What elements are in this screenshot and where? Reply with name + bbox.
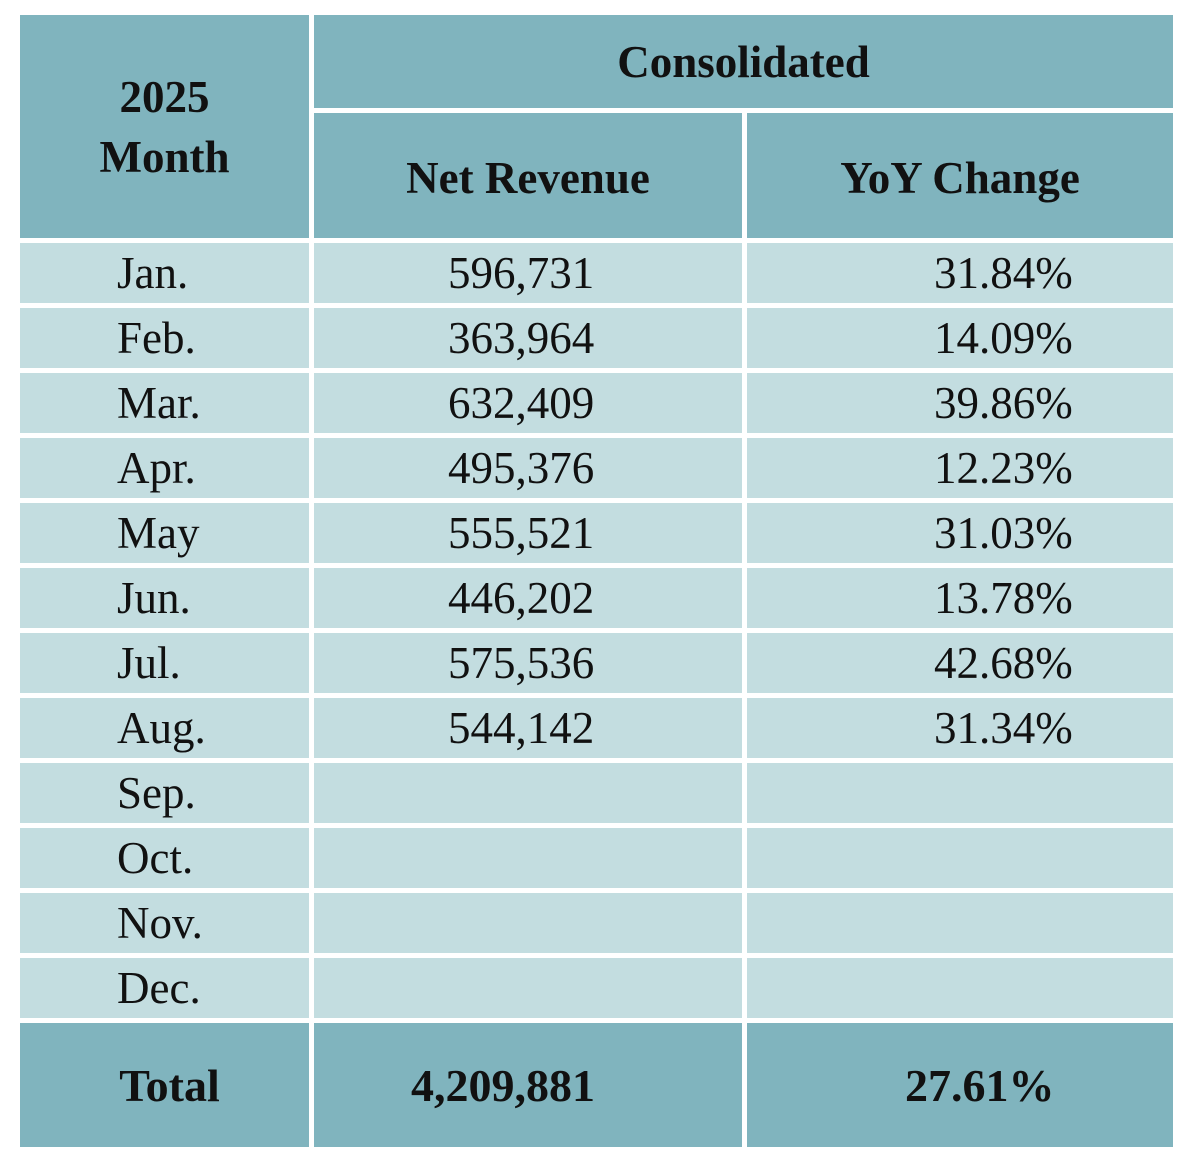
net-revenue-value: 446,202 (448, 573, 595, 623)
month-label: Nov. (117, 898, 203, 948)
total-label-cell: Total (20, 1023, 309, 1147)
total-label: Total (119, 1059, 220, 1111)
month-label: Apr. (117, 443, 196, 493)
net-revenue-value: 575,536 (448, 638, 595, 688)
net-revenue-value-cell: 596,731 (314, 243, 742, 303)
month-label: Dec. (117, 963, 201, 1013)
net-revenue-value: 495,376 (448, 443, 595, 493)
month-label: May (117, 508, 200, 558)
month-label-cell: Nov. (20, 893, 309, 953)
total-yoy: 27.61% (905, 1059, 1055, 1111)
month-label-cell: Apr. (20, 438, 309, 498)
yoy-change-value-cell (747, 958, 1173, 1018)
month-label-cell: Dec. (20, 958, 309, 1018)
yoy-change-value: 12.23% (934, 443, 1073, 493)
yoy-change-value-cell: 39.86% (747, 373, 1173, 433)
header-consolidated: Consolidated (314, 15, 1173, 108)
yoy-change-value: 39.86% (934, 378, 1073, 428)
net-revenue-value-cell: 544,142 (314, 698, 742, 758)
month-label: Jun. (117, 573, 191, 623)
net-revenue-value-cell: 446,202 (314, 568, 742, 628)
month-label-cell: Jan. (20, 243, 309, 303)
month-label: Jul. (117, 638, 181, 688)
net-revenue-value-cell: 632,409 (314, 373, 742, 433)
yoy-change-value: 31.34% (934, 703, 1073, 753)
month-label-cell: Jul. (20, 633, 309, 693)
yoy-change-value-cell: 13.78% (747, 568, 1173, 628)
month-label-cell: Oct. (20, 828, 309, 888)
net-revenue-value: 596,731 (448, 248, 595, 298)
net-revenue-value: 632,409 (448, 378, 595, 428)
yoy-change-value: 31.03% (934, 508, 1073, 558)
month-label-cell: May (20, 503, 309, 563)
month-label: Aug. (117, 703, 206, 753)
yoy-change-value: 31.84% (934, 248, 1073, 298)
month-label-cell: Jun. (20, 568, 309, 628)
net-revenue-value-cell: 363,964 (314, 308, 742, 368)
header-consolidated-label: Consolidated (617, 36, 870, 87)
net-revenue-value-cell: 495,376 (314, 438, 742, 498)
month-label: Feb. (117, 313, 196, 363)
yoy-change-value-cell: 31.03% (747, 503, 1173, 563)
yoy-change-value: 14.09% (934, 313, 1073, 363)
net-revenue-value: 544,142 (448, 703, 595, 753)
month-label: Sep. (117, 768, 196, 818)
month-label: Jan. (117, 248, 189, 298)
header-yoy-change-label: YoY Change (840, 152, 1080, 203)
month-label: Oct. (117, 833, 194, 883)
net-revenue-value-cell (314, 893, 742, 953)
total-revenue: 4,209,881 (411, 1059, 595, 1111)
yoy-change-value-cell: 31.84% (747, 243, 1173, 303)
month-label-cell: Mar. (20, 373, 309, 433)
header-yoy-change: YoY Change (747, 113, 1173, 238)
yoy-change-value: 42.68% (934, 638, 1073, 688)
yoy-change-value: 13.78% (934, 573, 1073, 623)
yoy-change-value-cell (747, 893, 1173, 953)
month-label-cell: Feb. (20, 308, 309, 368)
yoy-change-value-cell (747, 828, 1173, 888)
yoy-change-value-cell: 14.09% (747, 308, 1173, 368)
net-revenue-value-cell: 575,536 (314, 633, 742, 693)
header-year: 2025 (119, 71, 210, 122)
month-label-cell: Aug. (20, 698, 309, 758)
yoy-change-value-cell: 12.23% (747, 438, 1173, 498)
net-revenue-value-cell (314, 958, 742, 1018)
net-revenue-value-cell (314, 828, 742, 888)
total-revenue-cell: 4,209,881 (314, 1023, 742, 1147)
net-revenue-value-cell: 555,521 (314, 503, 742, 563)
yoy-change-value-cell: 31.34% (747, 698, 1173, 758)
total-yoy-cell: 27.61% (747, 1023, 1173, 1147)
header-net-revenue: Net Revenue (314, 113, 742, 238)
yoy-change-value-cell: 42.68% (747, 633, 1173, 693)
net-revenue-value-cell (314, 763, 742, 823)
header-net-revenue-label: Net Revenue (406, 152, 650, 203)
net-revenue-value: 555,521 (448, 508, 595, 558)
yoy-change-value-cell (747, 763, 1173, 823)
header-month-label: Month (99, 131, 230, 182)
header-year-month: 2025 Month (20, 15, 309, 238)
month-label-cell: Sep. (20, 763, 309, 823)
month-label: Mar. (117, 378, 201, 428)
net-revenue-value: 363,964 (448, 313, 595, 363)
